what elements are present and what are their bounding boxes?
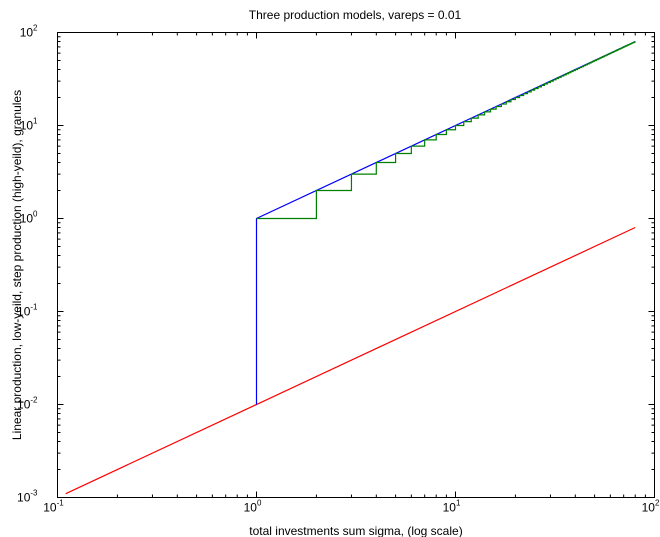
chart-title: Three production models, vareps = 0.01 [249,8,462,22]
ticks-layer [57,32,655,498]
series-line-2 [255,40,636,405]
x-tick-exponent: 2 [655,499,660,508]
y-tick-exponent: 1 [33,117,38,126]
x-tick-exponent: 1 [456,499,461,508]
series-layer [65,40,636,495]
x-tick-label: 101 [443,499,461,515]
x-tick-label: 100 [244,499,262,515]
x-tick-exponent: -1 [57,499,65,508]
y-axis-label: Linear production, low-yeild, step produ… [10,90,24,440]
y-tick-exponent: -2 [30,396,38,405]
y-tick-exponent: 0 [33,210,38,219]
x-axis-label: total investments sum sigma, (log scale) [249,524,462,537]
y-tick-label: 102 [20,24,38,40]
y-tick-exponent: 2 [33,24,38,33]
x-tick-exponent: 0 [257,499,262,508]
y-tick-exponent: -3 [30,489,38,498]
y-tick-label: 10-3 [17,489,38,505]
x-tick-label: 10-1 [43,499,64,515]
x-tick-label: 102 [642,499,660,515]
series-line-1 [65,226,636,495]
y-tick-exponent: -1 [30,303,38,312]
plot-frame [57,32,655,498]
series-line-3 [256,41,636,220]
